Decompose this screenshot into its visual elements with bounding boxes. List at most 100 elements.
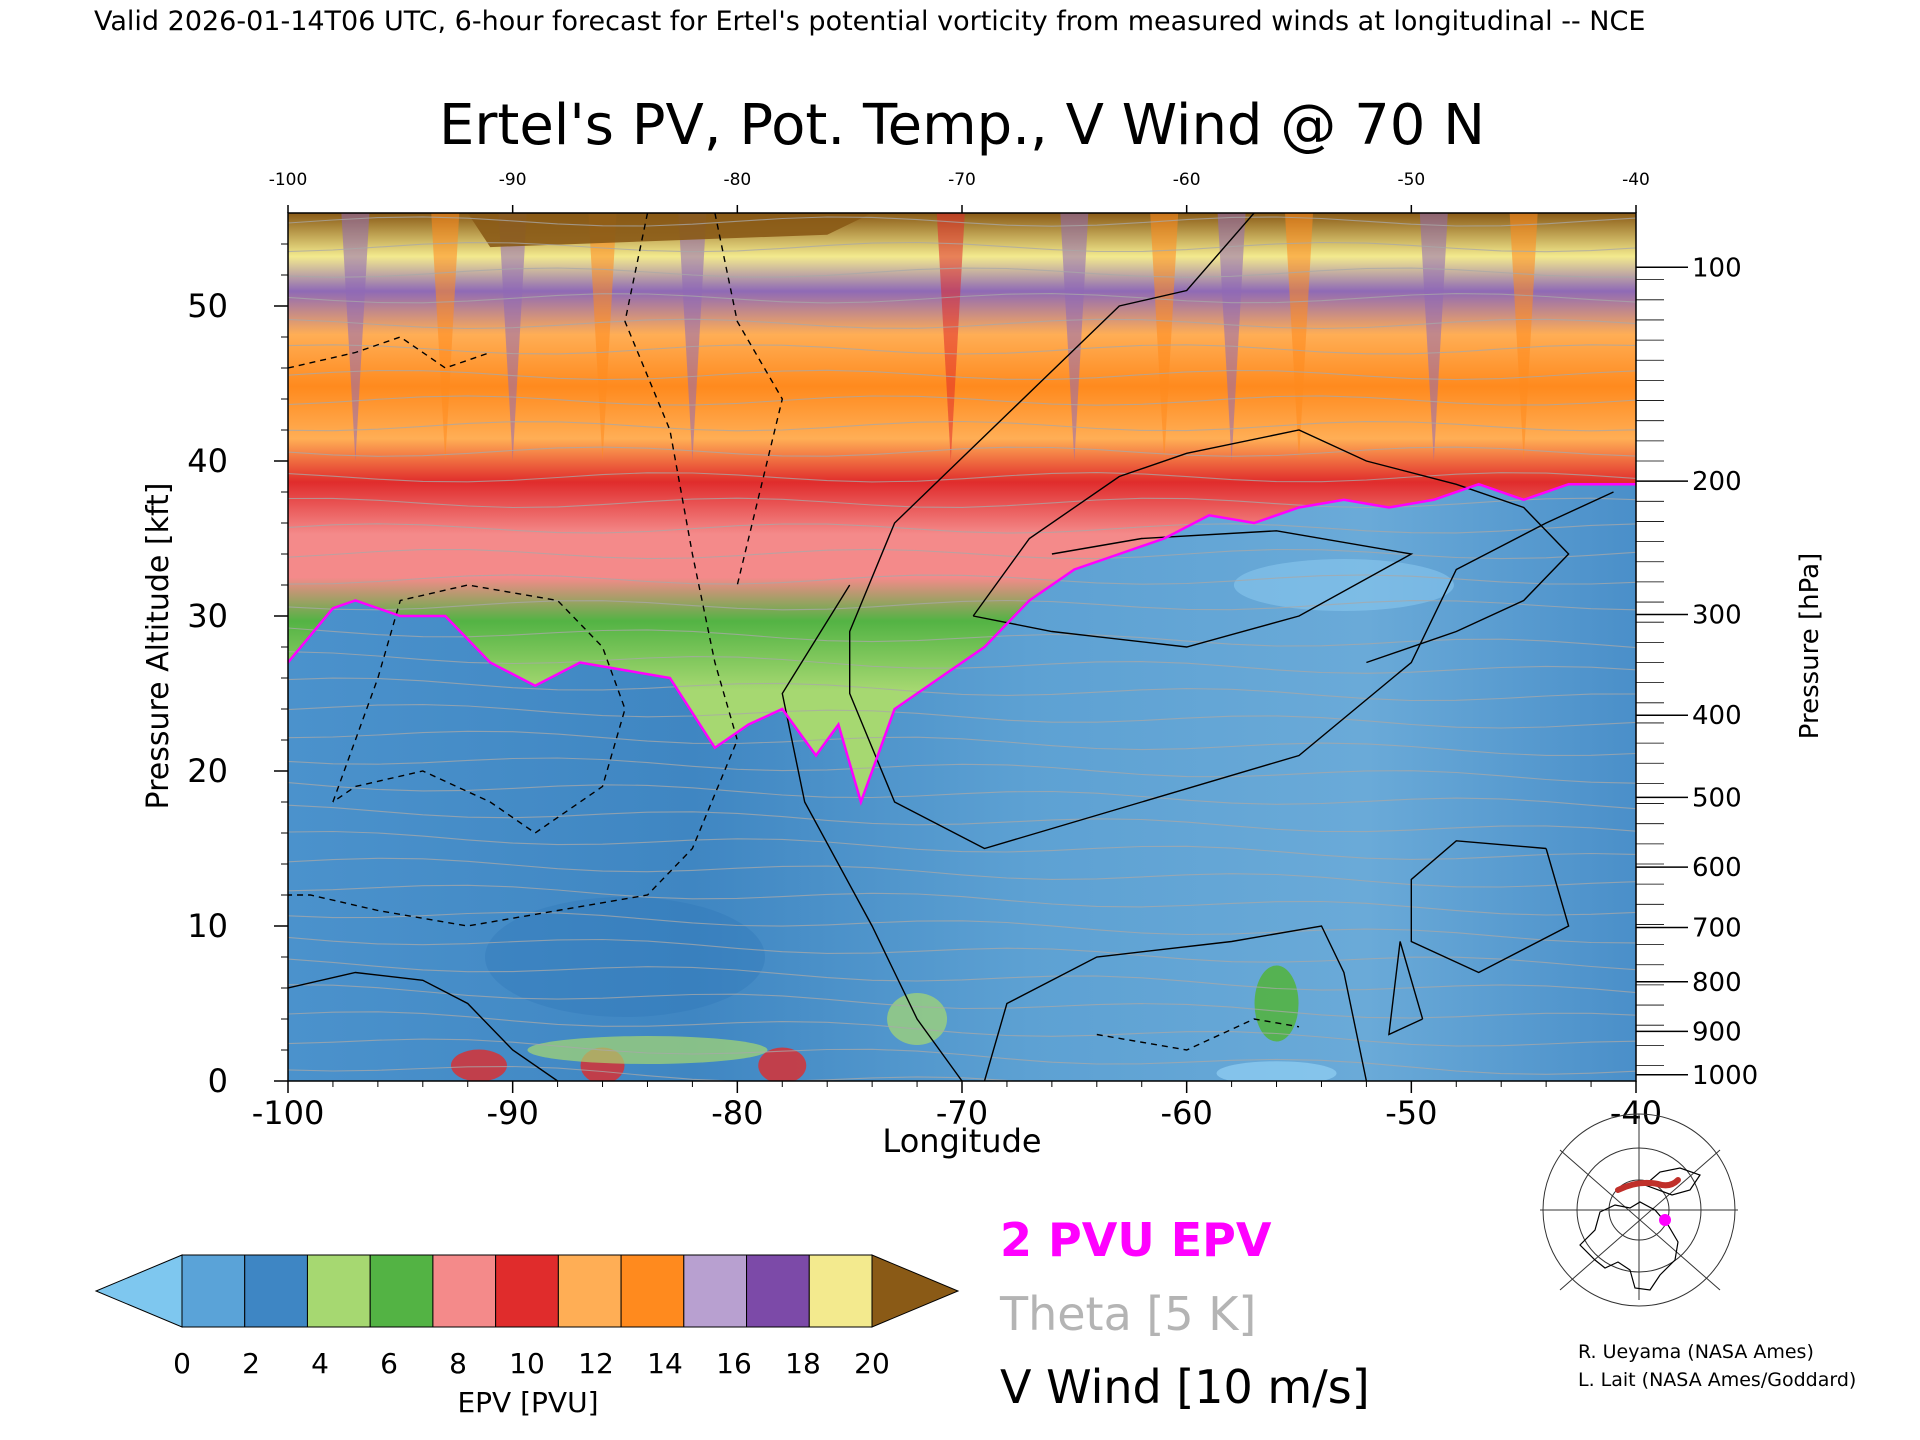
colorbar-segment bbox=[244, 1254, 308, 1328]
pv-spike bbox=[1150, 213, 1179, 461]
plot-area bbox=[288, 213, 1636, 1081]
colorbar-segment bbox=[181, 1254, 246, 1328]
v-wind-contour bbox=[972, 429, 1570, 664]
y-tick-label: 40 bbox=[187, 442, 228, 480]
theta-contour bbox=[288, 318, 1636, 330]
v-wind-contour-negative bbox=[714, 213, 784, 586]
pv-2pvu-contour bbox=[288, 482, 1636, 807]
pv-patch bbox=[450, 1049, 507, 1081]
x-tick-label-top: -90 bbox=[499, 170, 527, 190]
theta-contour bbox=[288, 782, 1636, 810]
pressure-tick-label: 800 bbox=[1692, 968, 1742, 998]
forecast-header: Valid 2026-01-14T06 UTC, 6-hour forecast… bbox=[94, 6, 1645, 37]
v-wind-contour-negative bbox=[288, 336, 491, 369]
pv-patch bbox=[485, 897, 765, 1017]
pressure-tick-label: 200 bbox=[1692, 467, 1742, 497]
pv-patch bbox=[527, 1036, 768, 1064]
pv-spike bbox=[936, 213, 965, 461]
theta-contour bbox=[288, 1038, 1636, 1075]
y2-axis-label: Pressure [hPa] bbox=[1795, 553, 1825, 740]
pv-spike bbox=[1217, 213, 1246, 461]
theta-contour bbox=[288, 446, 1636, 457]
pv-spike bbox=[1060, 213, 1089, 461]
theta-contour bbox=[288, 677, 1636, 702]
theta-contour bbox=[288, 344, 1636, 355]
colorbar-tick-label: 2 bbox=[242, 1347, 260, 1380]
colorbar-tick-label: 8 bbox=[449, 1347, 467, 1380]
colorbar-segment bbox=[808, 1254, 873, 1328]
pressure-tick-label: 100 bbox=[1692, 253, 1742, 283]
colorbar-segment bbox=[620, 1254, 685, 1328]
theta-contour bbox=[288, 757, 1636, 784]
theta-contour bbox=[288, 651, 1636, 674]
pressure-tick-label: 400 bbox=[1692, 701, 1742, 731]
pv-spike bbox=[498, 213, 527, 461]
y-tick-label: 10 bbox=[187, 907, 228, 945]
x-tick-label-top: -50 bbox=[1397, 170, 1425, 190]
theta-contour bbox=[288, 548, 1636, 560]
pv-patch bbox=[1254, 965, 1299, 1042]
pv-spike bbox=[1285, 213, 1313, 461]
theta-contour bbox=[288, 1011, 1636, 1047]
pv-cap bbox=[467, 213, 873, 248]
colorbar-label: EPV [PVU] bbox=[457, 1386, 598, 1419]
v-wind-contour bbox=[1388, 941, 1424, 1036]
pressure-tick-label: 700 bbox=[1692, 914, 1742, 944]
colorbar-segment bbox=[432, 1254, 497, 1328]
troposphere-fill bbox=[288, 484, 1636, 1081]
theta-contour bbox=[288, 1065, 1020, 1081]
y-tick-label: 30 bbox=[187, 597, 228, 635]
y-tick-label: 0 bbox=[208, 1062, 228, 1100]
x-tick-label: -40 bbox=[1610, 1094, 1662, 1132]
colorbar: 0 2 4 6 8 10 12 14 16 18 20 bbox=[94, 1254, 960, 1380]
colorbar-tick-label: 18 bbox=[785, 1347, 821, 1380]
axes: -100 -100 -90 -90 -80 -80 -70 -70 -60 -60 -50 -50 -4… bbox=[187, 170, 1758, 1132]
x-tick-label-top: -100 bbox=[269, 170, 308, 190]
colorbar-tick-label: 10 bbox=[509, 1347, 545, 1380]
colorbar-segment bbox=[369, 1254, 434, 1328]
colorbar-tick-label: 6 bbox=[380, 1347, 398, 1380]
y-tick-label: 50 bbox=[187, 287, 228, 325]
x-tick-label-top: -70 bbox=[948, 170, 976, 190]
legend-wind: V Wind [10 m/s] bbox=[1000, 1360, 1370, 1414]
theta-contour bbox=[288, 599, 1636, 611]
legend-theta: Theta [5 K] bbox=[999, 1287, 1256, 1341]
pressure-tick-label: 1000 bbox=[1692, 1061, 1758, 1091]
colorbar-segment bbox=[495, 1254, 559, 1328]
pv-patch bbox=[758, 1047, 807, 1081]
colorbar-tick-label: 14 bbox=[647, 1347, 683, 1380]
colorbar-segment bbox=[557, 1254, 622, 1328]
v-wind-contour bbox=[781, 584, 963, 1081]
theta-contour bbox=[288, 216, 1636, 227]
colorbar-segment bbox=[683, 1254, 748, 1328]
pv-spike bbox=[1509, 213, 1538, 461]
colorbar-tick-label: 16 bbox=[716, 1347, 752, 1380]
y-axis-label: Pressure Altitude [kft] bbox=[141, 483, 176, 810]
colorbar-tick-label: 20 bbox=[854, 1347, 890, 1380]
colorbar-segment bbox=[306, 1254, 371, 1328]
y-tick-label: 20 bbox=[187, 752, 228, 790]
pressure-tick-label: 500 bbox=[1692, 783, 1742, 813]
x-tick-label-top: -40 bbox=[1622, 170, 1650, 190]
v-wind-contour-negative bbox=[332, 584, 626, 834]
v-wind-contour bbox=[288, 971, 558, 1081]
theta-contour bbox=[288, 984, 1636, 1019]
pv-spike bbox=[431, 213, 460, 461]
theta-contour bbox=[288, 395, 1636, 406]
theta-contour bbox=[288, 830, 1636, 860]
credit-line-2: L. Lait (NASA Ames/Goddard) bbox=[1578, 1369, 1856, 1391]
theta-contour bbox=[288, 267, 1636, 278]
theta-contour bbox=[288, 704, 1636, 729]
legend-pv: 2 PVU EPV bbox=[1000, 1213, 1272, 1267]
colorbar-under-arrow bbox=[94, 1254, 183, 1328]
x-tick-label-top: -80 bbox=[723, 170, 751, 190]
colorbar-over-arrow bbox=[871, 1254, 960, 1328]
pressure-tick-label: 600 bbox=[1692, 853, 1742, 883]
v-wind-contour-negative bbox=[288, 213, 739, 927]
x-tick-label: -100 bbox=[252, 1094, 325, 1132]
theta-contour bbox=[288, 936, 1636, 971]
locator-map bbox=[1540, 1113, 1738, 1307]
x-tick-label: -60 bbox=[1161, 1094, 1213, 1132]
theta-contour bbox=[288, 958, 1636, 994]
v-wind-contour-negative bbox=[1096, 1018, 1300, 1051]
